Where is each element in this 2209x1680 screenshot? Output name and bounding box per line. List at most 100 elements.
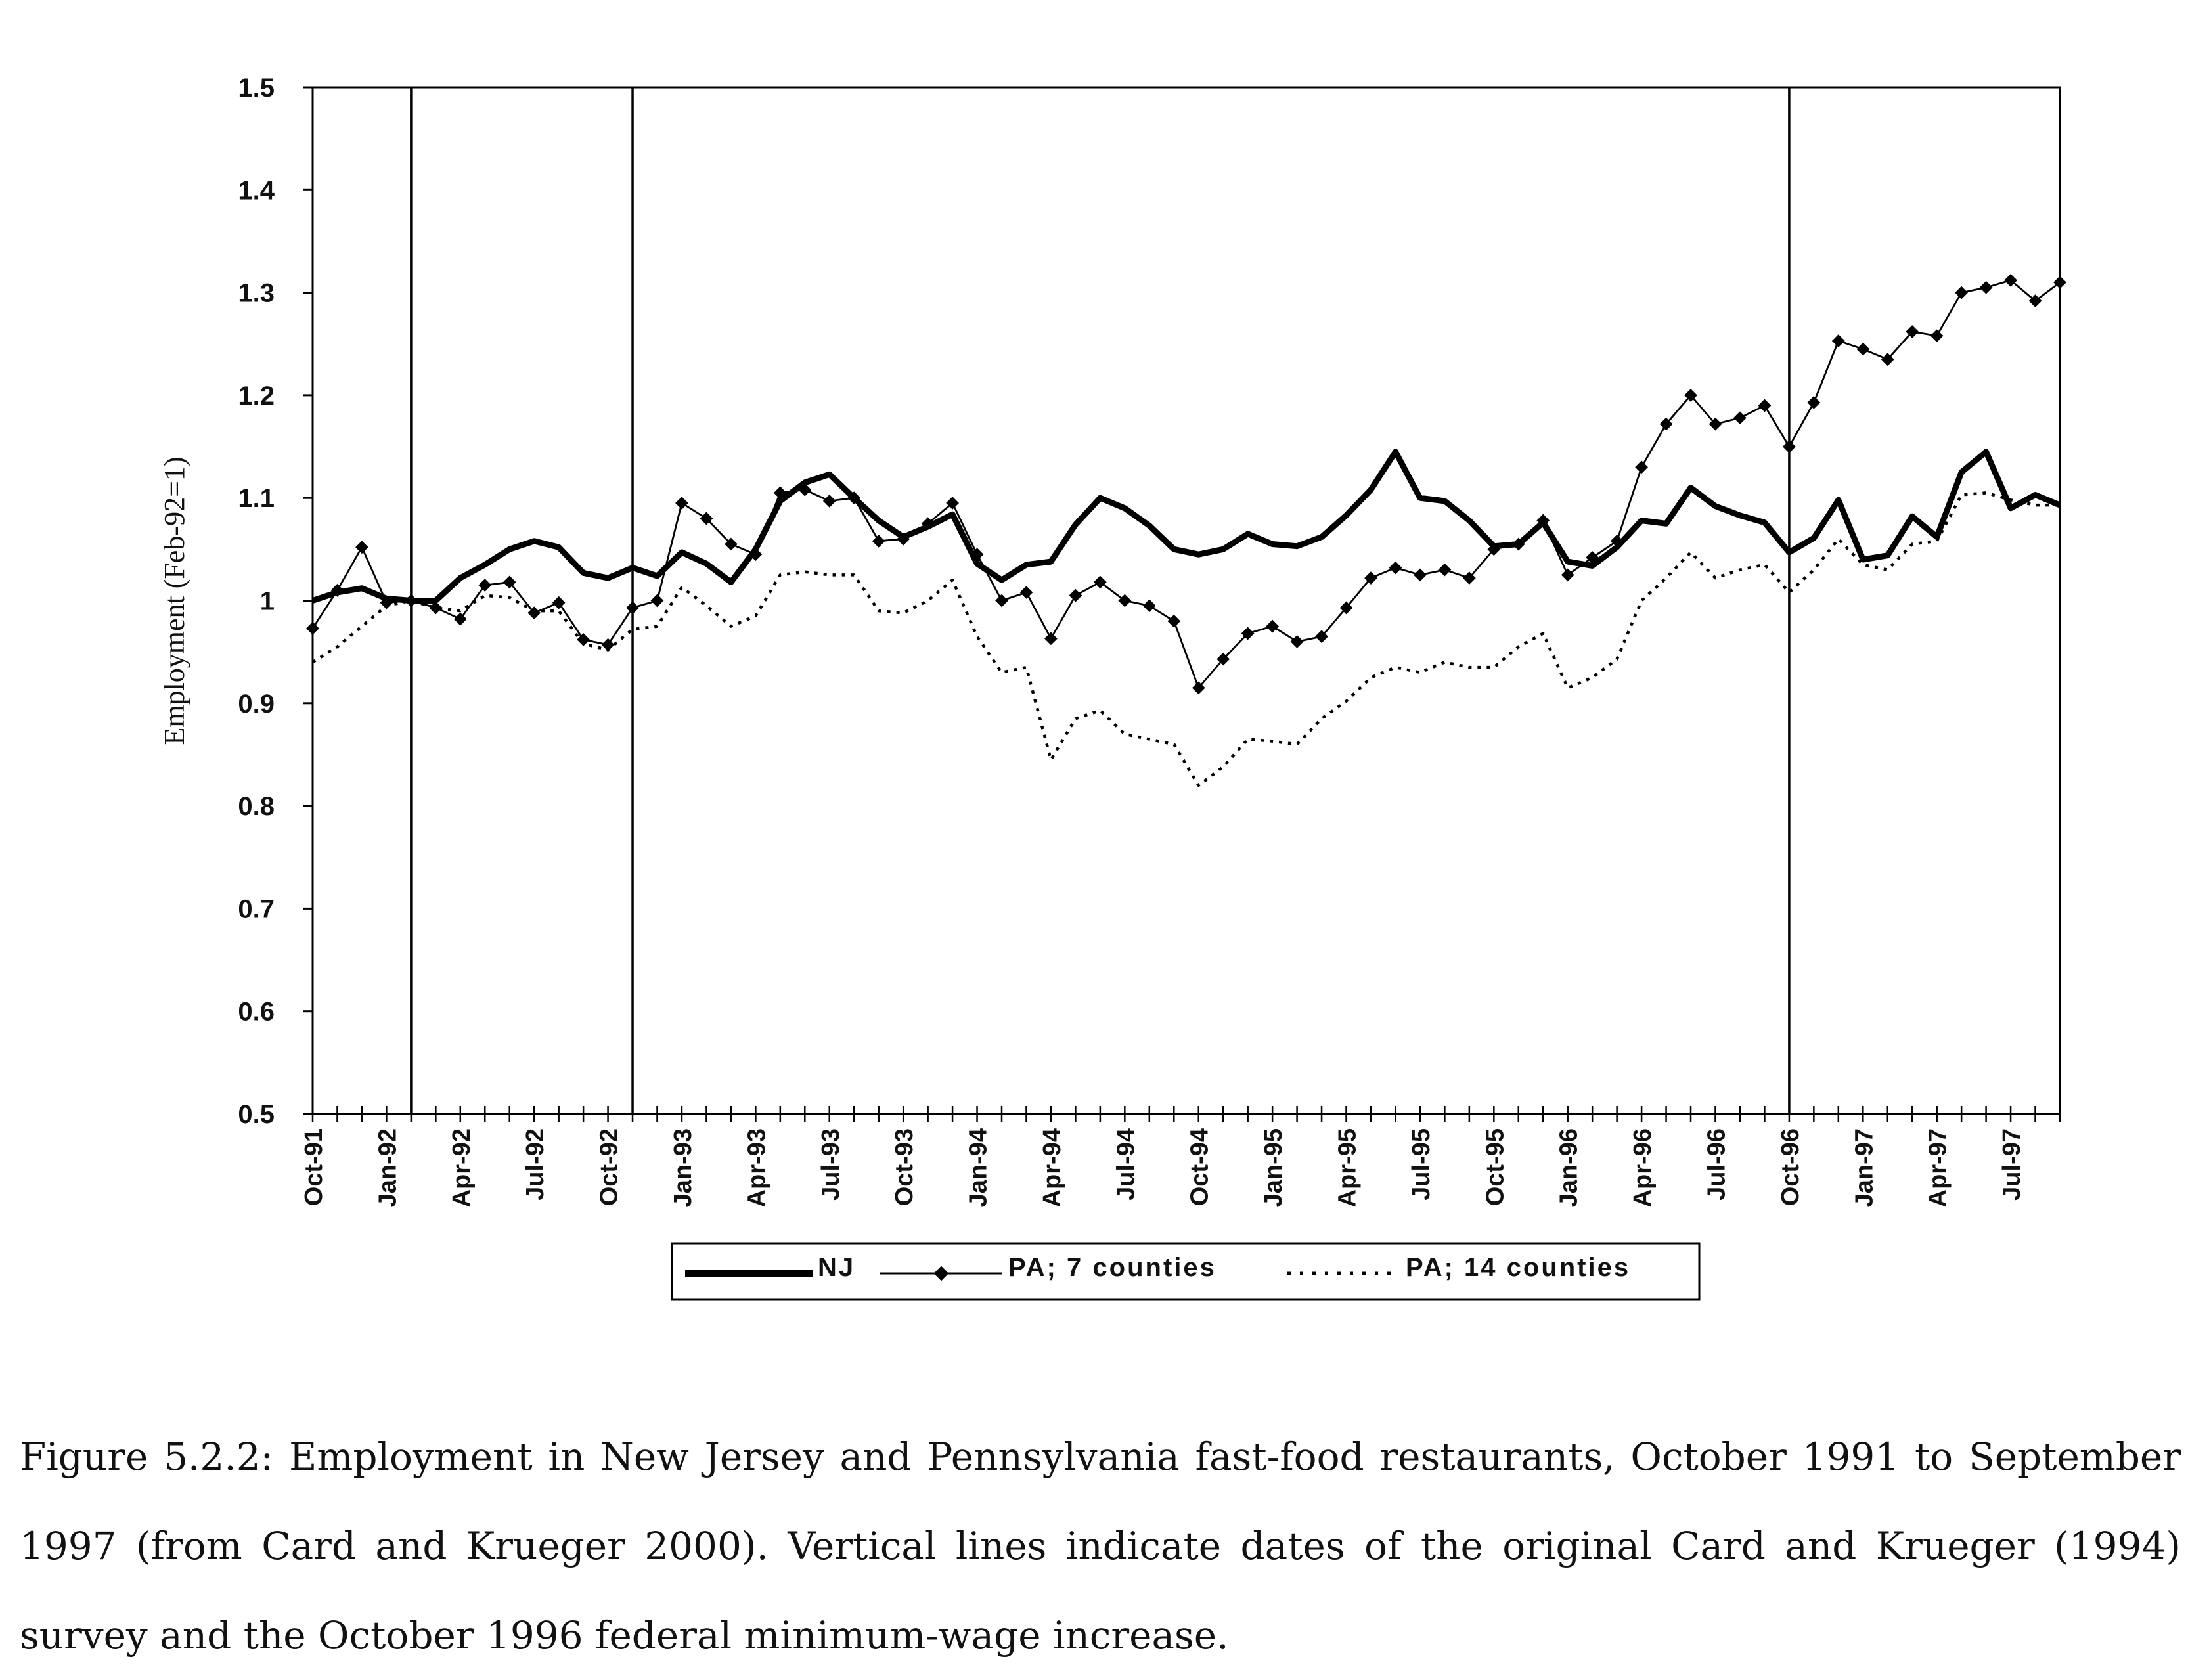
data-point <box>725 537 738 551</box>
x-tick-label: Oct-93 <box>891 1128 918 1206</box>
x-tick-label: Jan-96 <box>1555 1128 1583 1207</box>
x-tick-label: Oct-91 <box>300 1128 328 1206</box>
data-point <box>306 621 319 635</box>
x-tick-label: Apr-95 <box>1334 1128 1362 1207</box>
data-point <box>650 594 664 608</box>
x-tick-label: Jul-95 <box>1408 1128 1435 1201</box>
x-tick-label: Jan-95 <box>1260 1128 1287 1207</box>
data-point <box>527 606 541 620</box>
data-point <box>2053 276 2066 289</box>
y-axis-label: Employment (Feb-92=1) <box>158 456 190 745</box>
data-point <box>429 601 443 615</box>
data-point <box>970 548 984 562</box>
y-tick-label: 1.3 <box>238 279 275 308</box>
y-tick-label: 1 <box>260 587 275 616</box>
data-point <box>897 532 910 546</box>
data-point <box>1782 440 1796 453</box>
data-point <box>1684 389 1697 402</box>
data-point <box>1069 588 1082 602</box>
data-point <box>2028 294 2042 308</box>
data-point <box>502 575 516 589</box>
data-point <box>1290 635 1304 648</box>
data-point <box>1142 599 1156 613</box>
y-axis-tick-labels: 0.5 0.6 0.7 0.8 0.9 1 1.1 1.2 1.3 1.4 1.5 <box>238 74 275 1129</box>
data-point <box>1733 411 1747 425</box>
figure-caption: Figure 5.2.2: Employment in New Jersey a… <box>20 1434 2181 1658</box>
data-point <box>1019 586 1033 599</box>
data-point <box>1561 568 1574 582</box>
legend-label-pa14: PA; 14 counties <box>1406 1253 1630 1282</box>
x-tick-label: Apr-92 <box>448 1128 476 1207</box>
y-tick-label: 0.8 <box>238 792 275 821</box>
legend-box <box>671 1242 1701 1301</box>
chart: 0.5 0.6 0.7 0.8 0.9 1 1.1 1.2 1.3 1.4 1.5 Oct-91 Ja… <box>158 74 2066 1301</box>
x-tick-label: Oct-96 <box>1777 1128 1804 1206</box>
data-point <box>1586 550 1599 564</box>
data-point <box>995 594 1008 608</box>
data-point <box>1881 353 1894 366</box>
data-point <box>601 638 615 652</box>
data-point <box>1364 571 1377 585</box>
data-point <box>1831 334 1845 347</box>
data-point <box>1414 568 1427 582</box>
data-point <box>404 594 418 608</box>
data-point <box>675 497 688 510</box>
x-tick-label: Jul-92 <box>522 1128 549 1201</box>
data-point <box>1167 614 1181 628</box>
x-tick-label: Jul-93 <box>817 1128 845 1201</box>
x-tick-label: Jan-97 <box>1850 1128 1878 1207</box>
series-line-2 <box>311 491 2060 787</box>
legend-swatch-pa7-marker <box>933 1266 949 1281</box>
data-point <box>798 483 812 497</box>
x-axis-tick-labels: Oct-91 Jan-92 Apr-92 Jul-92 Oct-92 Jan-93 Apr-… <box>300 1128 2026 1207</box>
x-tick-label: Jul-94 <box>1112 1128 1140 1201</box>
data-point <box>380 596 393 609</box>
data-point <box>1635 460 1648 474</box>
data-point <box>552 596 566 609</box>
x-tick-label: Apr-97 <box>1925 1128 1952 1207</box>
data-point <box>1511 537 1525 551</box>
x-tick-label: Jan-92 <box>374 1128 401 1207</box>
data-point <box>1216 652 1230 666</box>
data-point <box>330 583 344 597</box>
y-tick-label: 0.9 <box>238 690 275 718</box>
data-point <box>1192 681 1205 695</box>
data-point <box>453 612 467 626</box>
data-point <box>1315 630 1328 644</box>
x-tick-label: Jan-94 <box>965 1128 993 1207</box>
data-point <box>355 541 368 554</box>
data-point <box>1758 399 1772 412</box>
y-tick-label: 1.1 <box>238 484 275 513</box>
data-point <box>1906 325 1919 338</box>
data-point <box>749 548 763 562</box>
data-point <box>921 517 935 531</box>
data-point <box>1389 561 1402 575</box>
data-point <box>1438 563 1452 577</box>
data-point <box>626 601 639 615</box>
x-tick-label: Apr-96 <box>1629 1128 1657 1207</box>
data-point <box>872 534 885 548</box>
x-tick-label: Oct-92 <box>596 1128 623 1206</box>
x-axis-ticks <box>311 1106 2061 1122</box>
data-point <box>773 486 787 500</box>
x-tick-label: Jul-96 <box>1703 1128 1730 1201</box>
data-point <box>1241 627 1255 640</box>
x-tick-label: Apr-94 <box>1038 1128 1066 1207</box>
data-point <box>1266 619 1280 633</box>
x-tick-label: Jan-93 <box>669 1128 697 1207</box>
data-point <box>822 494 836 508</box>
data-point <box>2004 273 2017 287</box>
y-tick-label: 0.5 <box>238 1100 275 1129</box>
plot-frame <box>311 86 2061 1115</box>
data-point <box>1610 534 1624 548</box>
vertical-event-lines <box>410 87 1791 1114</box>
data-point <box>478 579 492 592</box>
y-tick-label: 0.6 <box>238 998 275 1027</box>
legend-label-pa7: PA; 7 counties <box>1008 1253 1216 1282</box>
x-tick-label: Oct-95 <box>1481 1128 1509 1206</box>
data-point <box>1536 514 1550 527</box>
y-tick-label: 1.4 <box>238 176 275 205</box>
data-point <box>946 497 959 510</box>
x-tick-label: Oct-94 <box>1186 1128 1214 1206</box>
x-tick-label: Apr-93 <box>743 1128 770 1207</box>
